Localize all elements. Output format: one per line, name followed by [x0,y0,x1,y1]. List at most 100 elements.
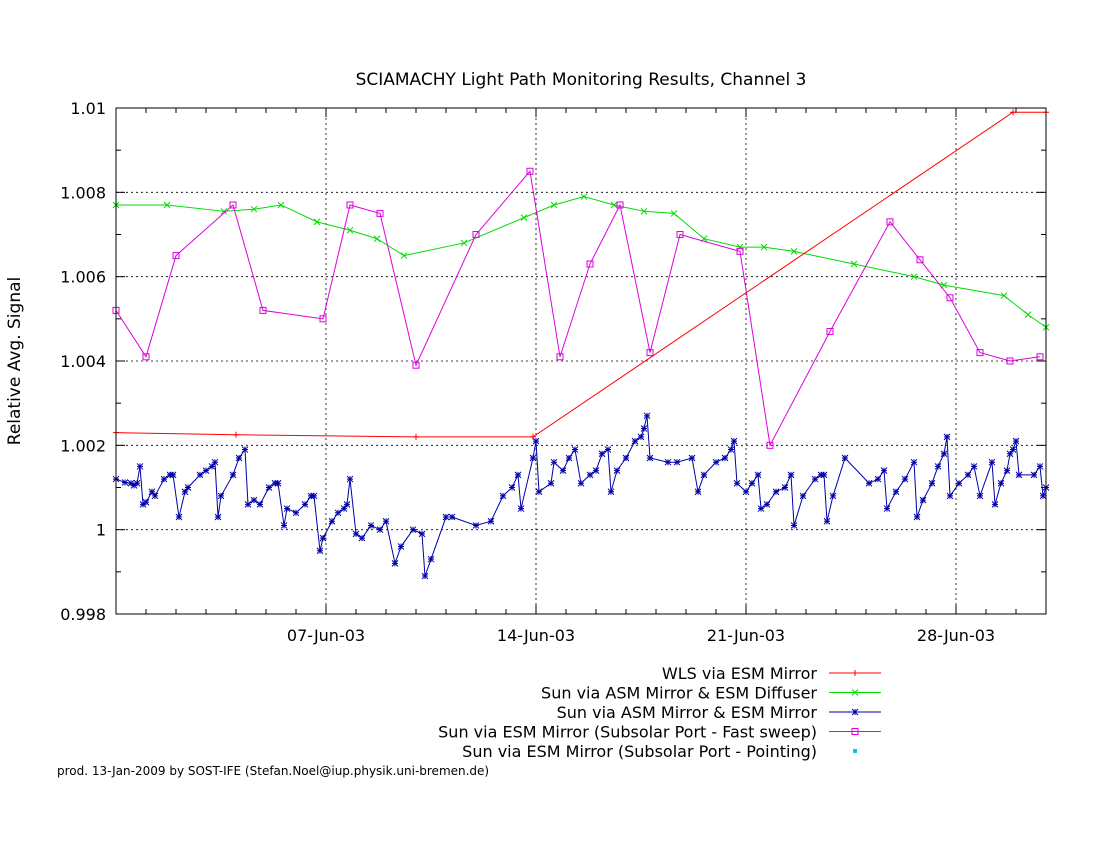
series-3-point [367,522,375,529]
series-3-point [283,505,291,512]
series-3-point [592,467,600,474]
series-1-point [530,433,536,440]
series-3-point [328,517,336,525]
series-3-point [712,458,720,466]
series-2-point [550,201,558,209]
series-3-point [196,471,204,479]
series-3-point [742,488,750,496]
series-3-point [427,555,435,563]
series-3-point [901,475,909,483]
series-2-point [790,248,798,255]
series-1-point [413,433,419,440]
legend-label: WLS via ESM Mirror [662,664,818,683]
series-3-point [1039,492,1047,500]
series-4-point [616,201,624,209]
series-3-point [754,471,762,479]
series-3-point [607,488,615,496]
series-4-point [319,315,327,323]
series-2-point [400,252,408,259]
series-3-point [343,501,351,508]
series-3-point [694,488,702,496]
legend-key [829,708,881,716]
series-3-point [721,454,729,462]
series-4-point [646,349,654,357]
series-3-point [1009,446,1017,453]
series-3-point [940,450,948,458]
series-3-point [169,471,177,479]
series-2-line [116,196,1047,328]
series-3-point [301,501,309,508]
series-2 [112,193,1050,331]
series-3-point [565,454,573,462]
series-3-point [550,458,558,466]
series-2-point [220,207,228,215]
series-3-point [418,530,426,538]
series-3-point [970,463,978,470]
series-3-point [256,501,264,508]
series-4-point [556,353,564,361]
series-3-point [730,437,738,445]
series-4-point [976,349,984,357]
legend-key [829,670,881,676]
series-3-point [334,509,342,517]
series-2-point [460,239,468,247]
series-3-point [640,425,648,432]
series-2-point [640,207,648,215]
series-3-point [319,534,327,542]
series-2-point [1024,311,1032,318]
series-3-point [913,513,921,521]
series-3-point [244,501,252,508]
series-3-point [928,479,936,487]
series-layer [112,109,1050,580]
series-4-point [346,201,354,209]
series-3-point [517,505,525,512]
series-3-point [976,492,984,500]
series-4-point [586,260,594,268]
y-tick-label: 0.998 [60,605,106,624]
series-3-point [217,492,225,500]
series-4-point [826,327,834,335]
series-4-point [916,256,924,264]
series-3-point [997,479,1005,487]
series-3-point [310,492,318,500]
x-tick-label: 07-Jun-03 [287,626,365,645]
legend-label: Sun via ESM Mirror (Subsolar Port - Poin… [462,742,817,761]
series-3-point [1015,471,1023,479]
series-3-point [133,479,141,487]
series-3-point [280,522,288,529]
series-3-point [421,572,429,580]
y-axis-label: Relative Avg. Signal [5,277,25,445]
series-3-point [919,496,927,504]
legend-marker [852,670,858,676]
series-2-point [313,218,321,226]
series-3-point [547,479,555,487]
series-4-point [142,353,150,361]
series-4-point [736,247,744,255]
series-3-point [340,505,348,512]
series-3-point [121,479,129,486]
series-3-point [1036,463,1044,470]
series-3-point [829,492,837,500]
x-tick-label: 28-Jun-03 [917,626,995,645]
series-3-point [127,479,135,487]
series-3-point [358,534,366,542]
series-2-point [163,201,171,209]
series-3-point [631,437,639,445]
series-3-point [487,517,495,525]
series-2-point [580,193,588,200]
series-3-point [700,471,708,479]
series-3-point [790,522,798,529]
series-3-point [148,488,156,496]
series-3-point [688,454,696,462]
series-3-point [175,513,183,521]
series-3-point [646,454,654,462]
series-3-point [943,433,951,441]
plot-frame [115,107,1047,615]
series-3-point [622,454,630,462]
series-3-point [748,479,756,487]
series-3-point [577,479,585,487]
footer-credit: prod. 13-Jan-2009 by SOST-IFE (Stefan.No… [57,764,490,778]
series-2-point [277,201,285,209]
series-3-point [535,488,543,496]
